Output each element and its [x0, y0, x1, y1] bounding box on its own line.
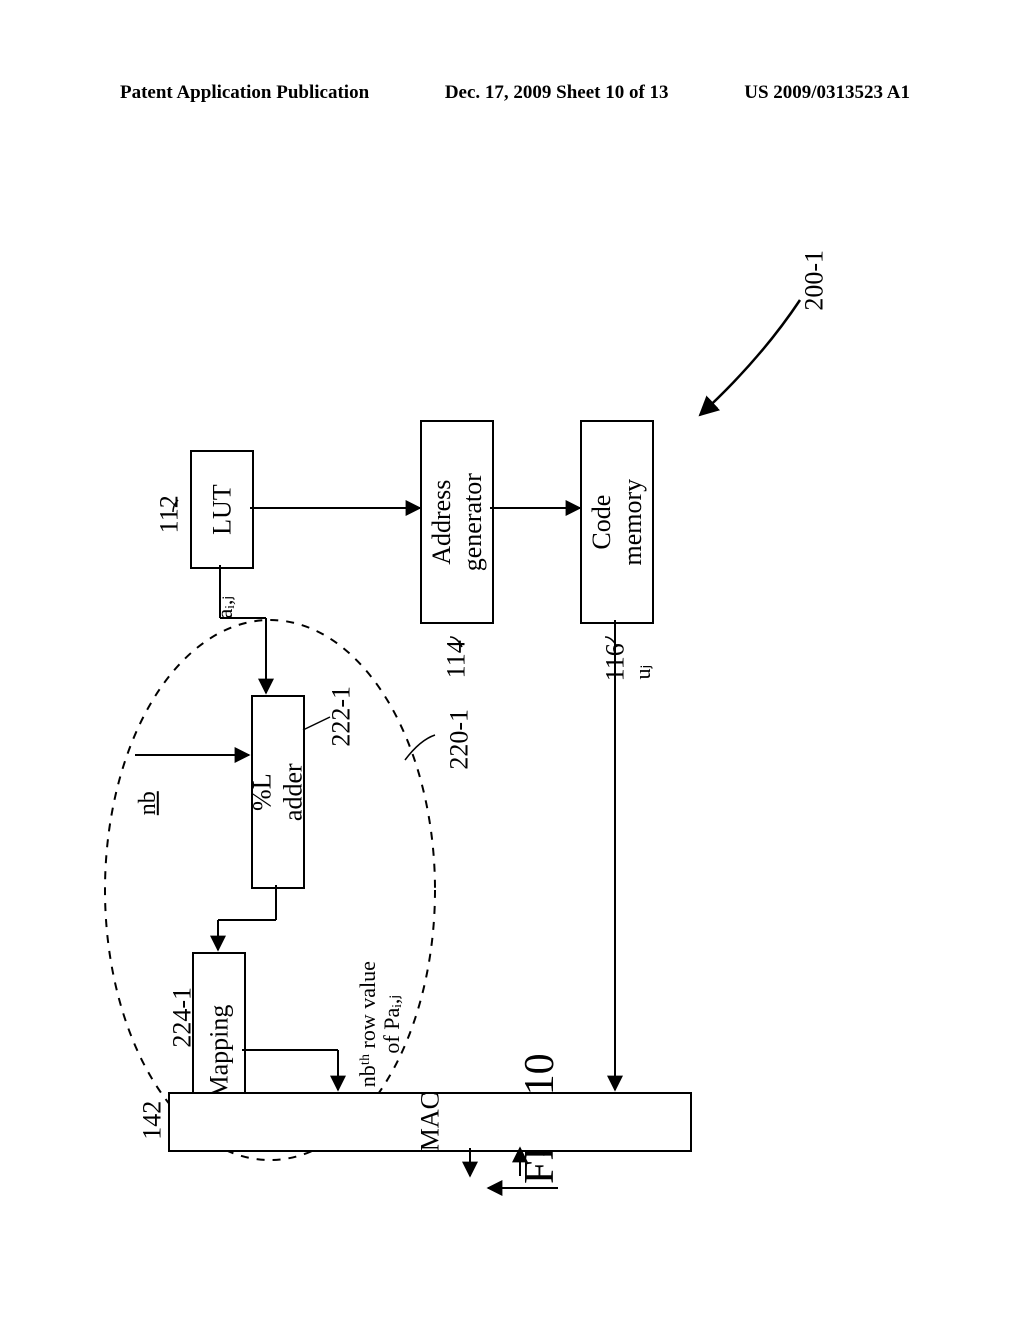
mac-csr-arrows [0, 0, 1024, 1320]
